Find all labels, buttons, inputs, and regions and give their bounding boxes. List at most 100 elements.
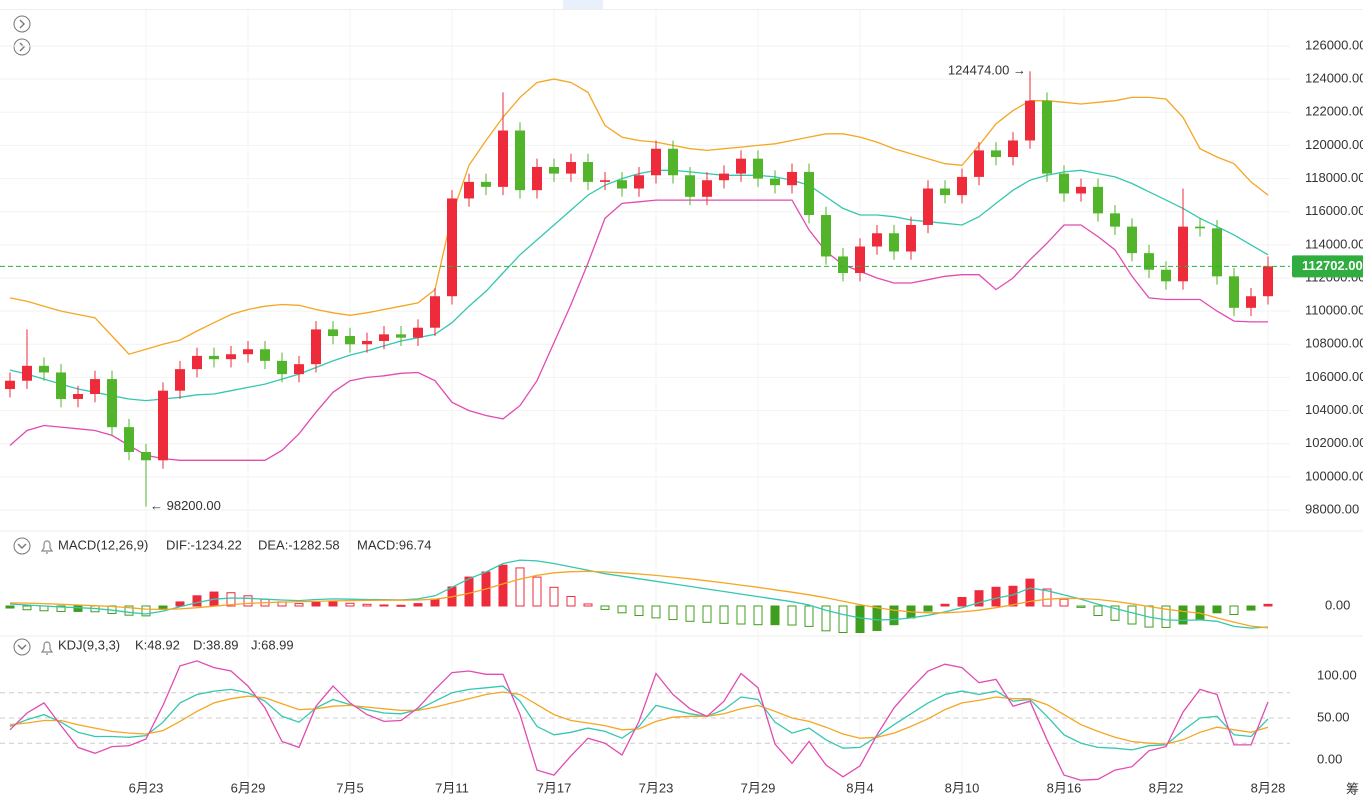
macd-bar <box>226 592 236 607</box>
macd-bar <box>464 576 474 607</box>
candle-body <box>277 360 287 375</box>
macd-bar <box>328 601 338 607</box>
candle-body <box>1025 100 1035 141</box>
candle-body <box>906 224 916 252</box>
y-tick-label: 108000.00 <box>1305 336 1363 351</box>
y-tick-label: 0.00 <box>1317 751 1342 766</box>
candle-body <box>124 427 134 452</box>
candle-body <box>600 180 610 182</box>
macd-bar <box>974 590 984 607</box>
candle-body <box>430 296 440 328</box>
x-tick-label: 7月23 <box>639 780 674 795</box>
candle-body <box>1263 266 1273 297</box>
macd-bar <box>991 586 1001 607</box>
candle-body <box>736 158 746 174</box>
candle-body <box>5 380 15 390</box>
alert-bell[interactable] <box>40 540 54 554</box>
y-tick-label: 106000.00 <box>1305 369 1363 384</box>
candle-body <box>22 365 32 381</box>
collapse-chevron[interactable] <box>17 644 27 650</box>
expand-button[interactable] <box>13 15 31 33</box>
macd-bar <box>889 605 899 626</box>
expand-circle[interactable] <box>13 15 31 33</box>
candle-body <box>668 148 678 176</box>
macd-bar <box>1229 605 1239 615</box>
macd-bar <box>345 602 355 607</box>
candle-body <box>1229 276 1239 308</box>
candle-body <box>447 198 457 297</box>
candle-body <box>1042 100 1052 174</box>
macd-bar <box>396 604 406 607</box>
candle-body <box>328 329 338 336</box>
y-tick-label: 98000.00 <box>1305 501 1359 516</box>
candle-body <box>1093 186 1103 214</box>
candle-body <box>1127 226 1137 254</box>
macd-bar <box>56 605 66 612</box>
candle-body <box>73 394 83 399</box>
candle-body <box>634 175 644 189</box>
macd-bar <box>940 603 950 607</box>
corner-label: 筹 <box>1346 781 1359 796</box>
candle-body <box>158 390 168 461</box>
candle-body <box>481 181 491 187</box>
candle-body <box>311 329 321 365</box>
collapse-button[interactable] <box>13 537 31 555</box>
expand-chevron[interactable] <box>19 19 25 29</box>
candle-body <box>957 176 967 196</box>
macd-bar <box>1042 588 1052 607</box>
macd-bar <box>549 586 559 607</box>
macd-bar <box>566 595 576 607</box>
collapse-button[interactable] <box>13 638 31 656</box>
macd-bar <box>532 576 542 607</box>
candle-body <box>396 334 406 338</box>
collapse-chevron[interactable] <box>17 543 27 549</box>
candle-body <box>1195 226 1205 229</box>
macd-bar <box>294 603 304 607</box>
candle-body <box>209 355 219 360</box>
macd-bar <box>1212 605 1222 614</box>
candle-body <box>804 171 814 216</box>
expand-button[interactable] <box>13 38 31 56</box>
expand-circle[interactable] <box>13 38 31 56</box>
candle-body <box>1212 228 1222 277</box>
macd-bar <box>515 567 525 607</box>
y-tick-label: 116000.00 <box>1305 203 1363 218</box>
indicator-header: DEA:-1282.58 <box>258 537 340 552</box>
macd-line <box>9 570 1269 629</box>
macd-bar <box>617 605 627 614</box>
x-tick-label: 6月23 <box>129 780 164 795</box>
macd-bar <box>1127 605 1137 625</box>
boll-line <box>9 199 1268 461</box>
candle-body <box>141 452 151 461</box>
expand-chevron[interactable] <box>19 42 25 52</box>
macd-bar <box>1263 603 1273 607</box>
candle-body <box>1178 226 1188 282</box>
candle-body <box>549 166 559 174</box>
collapse-circle[interactable] <box>13 638 31 656</box>
candle-body <box>90 379 100 394</box>
x-tick-label: 8月10 <box>945 780 980 795</box>
candle-body <box>464 181 474 199</box>
macd-bar <box>1246 605 1256 611</box>
macd-bar <box>787 605 797 626</box>
candle-body <box>532 166 542 191</box>
x-tick-label: 7月17 <box>537 780 572 795</box>
candle-body <box>753 158 763 179</box>
y-tick-label: 110000.00 <box>1305 303 1363 318</box>
alert-bell[interactable] <box>40 641 54 655</box>
x-tick-label: 7月5 <box>336 780 363 795</box>
candle-body <box>923 188 933 225</box>
macd-bar <box>855 605 865 634</box>
candle-body <box>107 379 117 428</box>
candle-body <box>974 150 984 177</box>
candle-body <box>362 340 372 345</box>
collapse-circle[interactable] <box>13 537 31 555</box>
macd-bar <box>753 605 763 626</box>
last-price-label: 112702.00 <box>1302 258 1363 273</box>
candle-body <box>991 150 1001 158</box>
macd-bar <box>651 605 661 619</box>
candle-body <box>515 130 525 191</box>
x-tick-label: 8月28 <box>1251 780 1286 795</box>
